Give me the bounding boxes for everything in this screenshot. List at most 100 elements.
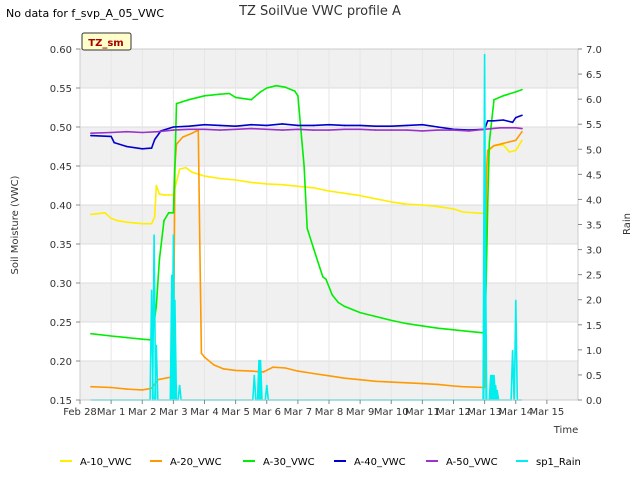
legend-label-A-50_VWC: A-50_VWC (446, 457, 498, 468)
data-point (343, 305, 346, 308)
x-tick-label: Mar 15 (529, 407, 564, 418)
x-tick-label: Mar 11 (405, 407, 440, 418)
data-point (250, 181, 252, 184)
data-point (493, 120, 495, 122)
data-point (312, 187, 315, 189)
data-point (250, 98, 252, 101)
data-point (468, 330, 470, 333)
y2-tick-label: 6.0 (586, 95, 602, 106)
y2-axis-label: Rain (622, 213, 633, 235)
data-point (312, 124, 315, 127)
data-point (521, 88, 523, 91)
data-point (110, 131, 112, 134)
y2-tick-label: 7.0 (586, 45, 602, 56)
data-point (203, 128, 206, 131)
x-tick-label: Mar 12 (436, 407, 471, 418)
no-data-notice: No data for f_svp_A_05_VWC (6, 7, 165, 20)
data-point (343, 192, 346, 195)
annotation-box (81, 32, 132, 51)
data-point (150, 147, 153, 149)
data-point (125, 221, 128, 223)
x-tick-label: Mar 13 (467, 407, 502, 418)
y2-tick-label: 0.0 (586, 396, 602, 407)
data-point (104, 212, 106, 214)
y2-tick-label: 5.5 (586, 120, 602, 131)
data-point (116, 219, 119, 222)
data-point (297, 185, 299, 188)
data-point (191, 132, 193, 134)
x-tick-label: Mar 7 (284, 407, 312, 418)
x-tick-label: Mar 4 (190, 407, 218, 418)
y-tick-label: 0.35 (50, 240, 72, 251)
data-point (374, 129, 377, 131)
data-point (374, 315, 377, 318)
data-point (328, 190, 330, 192)
data-point (281, 129, 284, 131)
data-point (234, 128, 237, 131)
data-point (234, 125, 237, 127)
data-point (141, 338, 144, 341)
data-point (163, 194, 165, 196)
legend-label-sp1_Rain: sp1_Rain (536, 457, 581, 468)
data-point (167, 212, 170, 214)
legend-label-A-10_VWC: A-10_VWC (80, 457, 132, 468)
data-point (90, 332, 92, 335)
data-point (125, 145, 128, 148)
data-point (511, 121, 514, 124)
x-tick-label: Mar 14 (498, 407, 533, 418)
data-point (488, 141, 491, 144)
data-point (110, 335, 112, 337)
data-point (521, 127, 523, 130)
y-tick-label: 0.50 (50, 123, 72, 134)
data-point (502, 142, 505, 145)
data-point (312, 129, 315, 131)
data-point (90, 134, 92, 137)
data-point (452, 385, 455, 387)
data-point (234, 369, 237, 372)
data-point (359, 378, 361, 381)
data-point (259, 91, 262, 93)
data-point (486, 204, 489, 206)
x-tick-label: Mar 3 (159, 407, 187, 418)
data-point (234, 96, 237, 99)
data-point (406, 129, 408, 131)
data-point (359, 124, 361, 127)
data-point (452, 208, 455, 210)
data-point (203, 356, 206, 358)
data-point (181, 136, 184, 138)
data-point (266, 87, 268, 89)
data-point (437, 383, 439, 386)
data-point (284, 86, 287, 88)
data-point (284, 367, 287, 369)
annotation-label: TZ_sm (88, 38, 123, 49)
data-point (125, 388, 128, 390)
data-point (312, 247, 315, 249)
y-tick-label: 0.45 (50, 162, 72, 173)
data-point (374, 198, 377, 200)
data-point (250, 370, 252, 372)
x-tick-label: Mar 2 (128, 407, 156, 418)
data-point (155, 184, 158, 187)
y2-tick-label: 1.5 (586, 321, 602, 332)
data-point (421, 382, 424, 385)
data-point (213, 364, 215, 366)
data-point (331, 293, 333, 296)
y-tick-label: 0.40 (50, 201, 72, 212)
data-point (502, 95, 505, 97)
data-point (125, 130, 128, 133)
x-tick-label: Mar 10 (374, 407, 409, 418)
data-point (297, 124, 299, 127)
data-point (515, 116, 517, 119)
y2-tick-label: 3.5 (586, 221, 602, 232)
data-point (281, 183, 284, 186)
data-point (172, 126, 175, 128)
data-point (153, 215, 156, 218)
data-point (521, 114, 523, 117)
data-point (297, 128, 299, 131)
data-point (328, 123, 330, 126)
data-point (141, 389, 144, 391)
data-point (272, 366, 274, 369)
data-point (185, 166, 187, 169)
data-point (359, 311, 361, 314)
x-tick-label: Mar 9 (346, 407, 374, 418)
